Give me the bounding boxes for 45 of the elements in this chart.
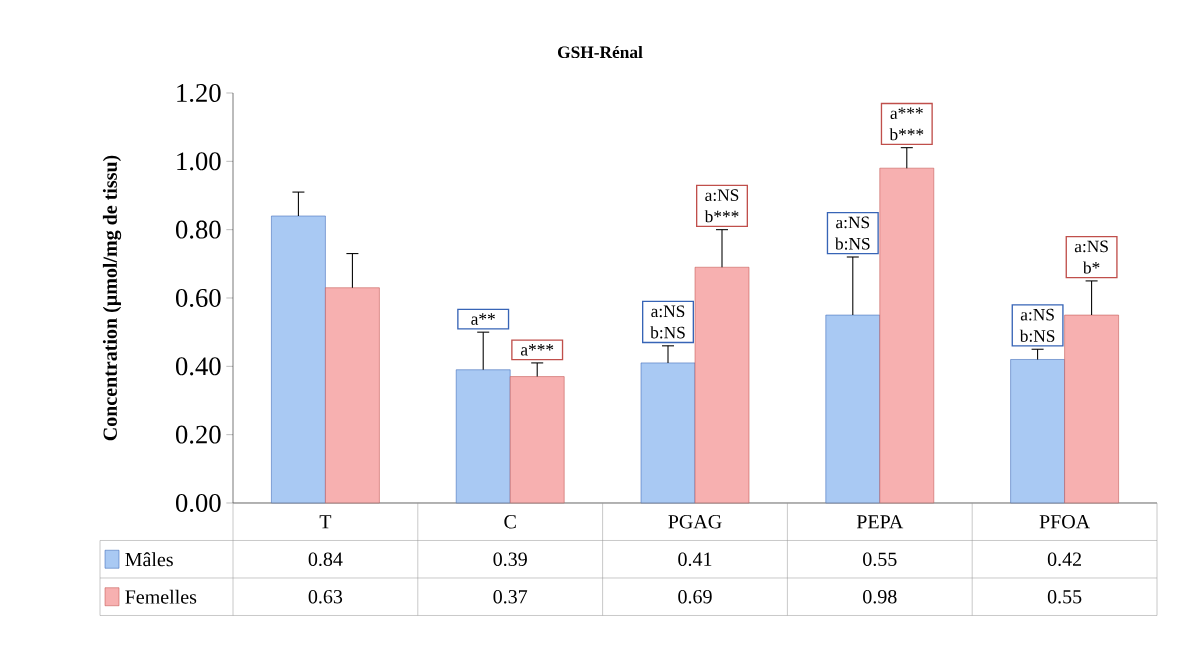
annotation: a:NS b:NS (834, 216, 870, 250)
annotation: b*** (889, 128, 924, 141)
bar (879, 167, 935, 504)
x-tick-label: PGAG (668, 515, 722, 529)
data-label: 0.39 (493, 552, 527, 567)
annotation: a*** (890, 107, 923, 119)
y-tick-label: 0.20 (175, 425, 221, 444)
y-tick-label: 0.40 (175, 357, 221, 376)
annotation: a:NS b:NS (650, 305, 685, 339)
x-tick-label: T (319, 515, 332, 529)
bar (455, 369, 511, 504)
bar (509, 376, 565, 504)
data-label: 0.37 (493, 589, 528, 604)
y-tick-label: 1.20 (177, 83, 221, 103)
bar (825, 314, 881, 504)
bar (1064, 314, 1119, 504)
annotation: a:NS b* (1074, 240, 1108, 274)
annotation: a*** (520, 344, 554, 356)
y-tick-label: 0.60 (175, 288, 221, 308)
data-label: 0.55 (1047, 589, 1082, 604)
data-label: 0.42 (1047, 552, 1081, 567)
bar (694, 266, 750, 504)
bar (271, 215, 326, 504)
annotation: a:NS b*** (704, 189, 739, 223)
x-tick-label: C (504, 515, 516, 529)
data-label: 0.69 (678, 589, 712, 604)
annotation: a:NS b:NS (1019, 308, 1055, 342)
chart-title: GSH-Rénal (557, 45, 643, 59)
bar (325, 287, 380, 504)
bar (640, 362, 696, 504)
y-axis-title: Concentration (µmol/mg de tissu) (102, 155, 122, 441)
legend-label: Mâles (125, 552, 173, 567)
data-label: 0.63 (308, 589, 343, 604)
annotation: a** (471, 313, 495, 325)
x-tick-label: PFOA (1039, 515, 1090, 529)
data-label: 0.41 (678, 552, 712, 567)
bar (1010, 359, 1065, 504)
y-tick-label: 0.80 (175, 220, 221, 239)
legend-label: Femelles (125, 589, 197, 604)
x-tick-label: PEPA (856, 515, 904, 529)
data-label: 0.98 (863, 589, 897, 604)
data-label: 0.55 (863, 552, 897, 567)
data-label: 0.84 (308, 552, 343, 567)
y-tick-label: 0.00 (175, 493, 221, 513)
y-tick-label: 1.00 (177, 152, 221, 171)
